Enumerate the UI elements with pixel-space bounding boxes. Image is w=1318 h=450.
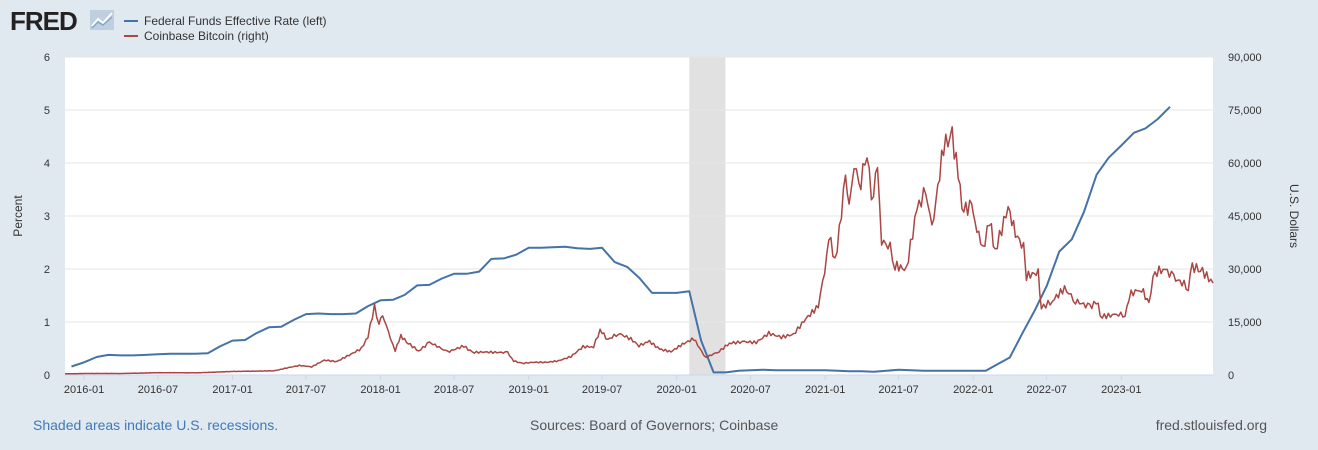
x-tick-label: 2022-07 (1026, 384, 1066, 396)
left-tick-label: 4 (44, 158, 50, 170)
recession-note[interactable]: Shaded areas indicate U.S. recessions. (33, 417, 279, 433)
left-tick-label: 3 (44, 211, 50, 223)
x-tick-label: 2020-01 (657, 384, 697, 396)
legend-label: Federal Funds Effective Rate (left) (144, 13, 327, 28)
left-axis-label: Percent (11, 195, 25, 237)
legend-item-bitcoin[interactable]: Coinbase Bitcoin (right) (124, 28, 327, 43)
legend-swatch (124, 34, 138, 37)
right-tick-label: 0 (1228, 370, 1234, 382)
chart-header: FRED Federal Funds Effective Rate (left)… (0, 0, 1318, 50)
legend-label: Coinbase Bitcoin (right) (144, 28, 269, 43)
x-tick-label: 2020-07 (730, 384, 770, 396)
x-tick-label: 2021-01 (805, 384, 845, 396)
sources-text: Sources: Board of Governors; Coinbase (530, 417, 779, 433)
right-tick-label: 90,000 (1228, 52, 1262, 64)
right-tick-label: 15,000 (1228, 317, 1262, 329)
x-tick-label: 2019-07 (582, 384, 622, 396)
x-tick-label: 2022-01 (953, 384, 993, 396)
right-tick-label: 45,000 (1228, 211, 1262, 223)
legend-swatch (124, 19, 138, 22)
chart-line-icon (90, 10, 114, 30)
x-tick-label: 2021-07 (878, 384, 918, 396)
x-tick-label: 2016-07 (138, 384, 178, 396)
x-tick-label: 2018-01 (360, 384, 400, 396)
left-tick-label: 1 (44, 317, 50, 329)
left-tick-label: 0 (44, 370, 50, 382)
line-chart[interactable]: 0 1 2 3 4 5 6 0 15,000 30,000 45,000 60,000 75,000 90… (0, 0, 1318, 410)
fred-logo[interactable]: FRED (10, 6, 78, 36)
left-tick-label: 5 (44, 105, 50, 117)
left-tick-label: 2 (44, 264, 50, 276)
x-tick-label: 2017-07 (286, 384, 326, 396)
site-link[interactable]: fred.stlouisfed.org (1155, 417, 1267, 433)
x-tick-label: 2017-01 (212, 384, 252, 396)
x-tick-label: 2019-01 (508, 384, 548, 396)
right-tick-label: 30,000 (1228, 264, 1262, 276)
x-tick-label: 2018-07 (434, 384, 474, 396)
chart-legend: Federal Funds Effective Rate (left) Coin… (124, 13, 327, 43)
x-tick-label: 2023-01 (1101, 384, 1141, 396)
right-axis-label: U.S. Dollars (1287, 184, 1301, 248)
fed-funds-rate-line (71, 106, 1171, 374)
right-tick-label: 60,000 (1228, 158, 1262, 170)
right-tick-label: 75,000 (1228, 105, 1262, 117)
x-tick-label: 2016-01 (64, 384, 104, 396)
bitcoin-price-line (65, 126, 1214, 375)
left-tick-label: 6 (44, 52, 50, 64)
legend-item-fed-funds[interactable]: Federal Funds Effective Rate (left) (124, 13, 327, 28)
